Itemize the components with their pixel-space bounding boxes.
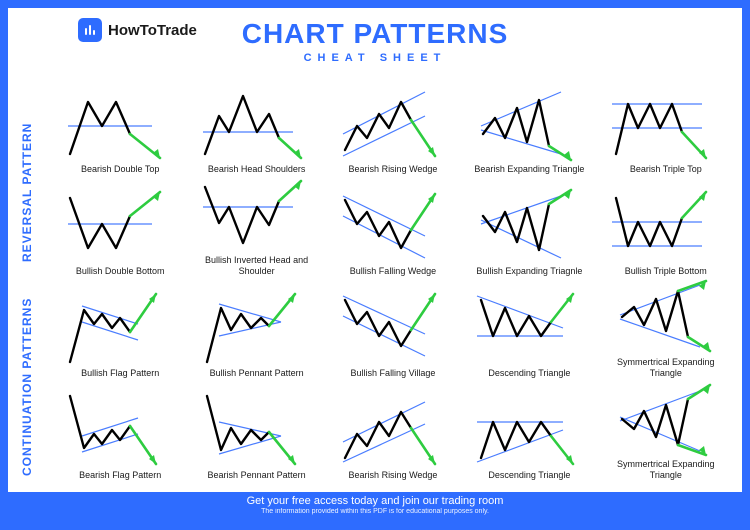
pattern-cell: Bearish Double Top [54, 74, 186, 174]
pattern-chart [333, 288, 453, 366]
pattern-chart [606, 277, 726, 355]
pattern-cell: Bearish Flag Pattern [54, 380, 186, 480]
pattern-cell: Bearish Triple Top [600, 74, 732, 174]
pattern-chart [606, 186, 726, 264]
pattern-label: Descending Triangle [488, 368, 570, 378]
pattern-chart [333, 84, 453, 162]
pattern-cell: Bearish Head Shoulders [190, 74, 322, 174]
header: HowToTrade CHART PATTERNS CHEAT SHEET [8, 8, 742, 68]
pattern-label: Bearish Rising Wedge [349, 164, 438, 174]
pattern-cell: Bearish Pennant Pattern [190, 380, 322, 480]
pattern-chart [60, 84, 180, 162]
pattern-chart [333, 186, 453, 264]
pattern-label: Descending Triangle [488, 470, 570, 480]
pattern-cell: Bearish Rising Wedge [327, 380, 459, 480]
pattern-chart [469, 84, 589, 162]
pattern-label: Bearish Triple Top [630, 164, 702, 174]
pattern-chart [60, 288, 180, 366]
pattern-chart [197, 288, 317, 366]
footer-main-text: Get your free access today and join our … [8, 495, 742, 507]
title-block: CHART PATTERNS CHEAT SHEET [242, 18, 509, 64]
page-title: CHART PATTERNS [242, 18, 509, 50]
pattern-label: Bullish Flag Pattern [81, 368, 159, 378]
pattern-cell: Bullish Pennant Pattern [190, 278, 322, 378]
pattern-chart [197, 175, 317, 253]
footer-sub-text: The information provided within this PDF… [8, 508, 742, 515]
pattern-cell: Descending Triangle [463, 380, 595, 480]
pattern-grid: Bearish Double Top Bearish Head Shoulders… [54, 74, 732, 488]
pattern-label: Bearish Rising Wedge [349, 470, 438, 480]
pattern-label: Bearish Double Top [81, 164, 159, 174]
brand-logo: HowToTrade [78, 18, 197, 42]
pattern-label: Symmertrical Expanding Triangle [606, 459, 726, 480]
pattern-chart [469, 186, 589, 264]
pattern-label: Bullish Triple Bottom [625, 266, 707, 276]
pattern-chart [606, 84, 726, 162]
pattern-label: Bullish Falling Village [351, 368, 436, 378]
pattern-cell: Bearish Expanding Triangle [463, 74, 595, 174]
pattern-label: Bullish Pennant Pattern [210, 368, 304, 378]
pattern-cell: Bullish Falling Village [327, 278, 459, 378]
pattern-cell: Bearish Rising Wedge [327, 74, 459, 174]
pattern-chart [197, 390, 317, 468]
pattern-chart [469, 390, 589, 468]
pattern-chart [60, 390, 180, 468]
pattern-label: Bullish Double Bottom [76, 266, 165, 276]
pattern-cell: Bullish Inverted Head and Shoulder [190, 176, 322, 276]
pattern-cell: Bullish Flag Pattern [54, 278, 186, 378]
page-subtitle: CHEAT SHEET [242, 52, 509, 64]
pattern-cell: Bullish Double Bottom [54, 176, 186, 276]
brand-name: HowToTrade [108, 22, 197, 39]
section-label-reversal: REVERSAL PATTERN [20, 123, 34, 262]
pattern-label: Symmertrical Expanding Triangle [606, 357, 726, 378]
pattern-label: Bullish Expanding Triagnle [476, 266, 582, 276]
pattern-chart [469, 288, 589, 366]
pattern-chart [60, 186, 180, 264]
pattern-chart [197, 84, 317, 162]
pattern-cell: Descending Triangle [463, 278, 595, 378]
logo-badge-icon [78, 18, 102, 42]
pattern-chart [333, 390, 453, 468]
content-area: REVERSAL PATTERN CONTINUATION PATTERNS B… [54, 74, 732, 488]
pattern-label: Bullish Falling Wedge [350, 266, 436, 276]
pattern-label: Bearish Pennant Pattern [208, 470, 306, 480]
pattern-cell: Symmertrical Expanding Triangle [600, 380, 732, 480]
section-label-continuation: CONTINUATION PATTERNS [20, 298, 34, 476]
pattern-label: Bearish Flag Pattern [79, 470, 161, 480]
pattern-cell: Bullish Falling Wedge [327, 176, 459, 276]
pattern-chart [606, 379, 726, 457]
pattern-cell: Symmertrical Expanding Triangle [600, 278, 732, 378]
pattern-cell: Bullish Expanding Triagnle [463, 176, 595, 276]
pattern-label: Bullish Inverted Head and Shoulder [197, 255, 317, 276]
pattern-label: Bearish Expanding Triangle [474, 164, 584, 174]
footer-banner: Get your free access today and join our … [8, 492, 742, 522]
pattern-cell: Bullish Triple Bottom [600, 176, 732, 276]
pattern-label: Bearish Head Shoulders [208, 164, 306, 174]
